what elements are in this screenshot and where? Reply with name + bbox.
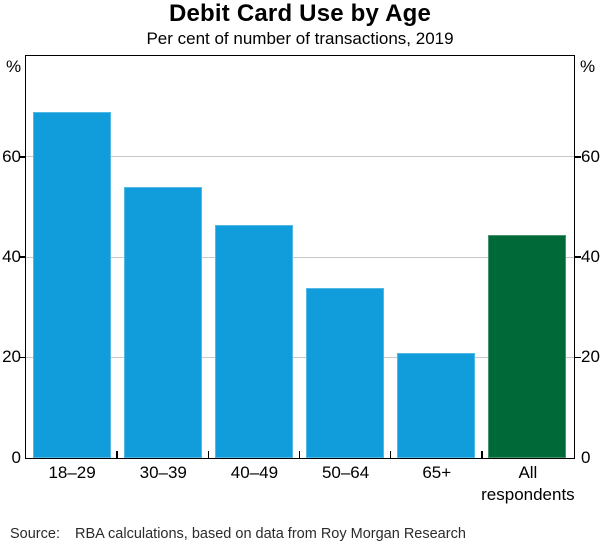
x-axis-label-30-39: 30–39 [139,463,187,482]
x-axis-label-18-29: 18–29 [48,463,96,482]
bar-18-29 [32,112,111,458]
chart-title: Debit Card Use by Age [168,0,432,27]
source-label: Source: [10,526,60,542]
bars-layer [26,56,574,458]
x-axis-label-65-: 65+ [422,463,452,482]
chart-subtitle: Per cent of number of transactions, 2019 [146,29,454,48]
y-tick-right-40 [575,256,581,258]
y-axis-label-left-60: 60 [2,146,21,166]
y-tick-right-60 [575,156,581,158]
x-boundary-tick-1 [116,451,118,458]
x-axis-label-50-64: 50–64 [321,463,370,482]
plot-frame [25,55,575,459]
y-axis-unit-left: % [6,57,22,76]
source-text: RBA calculations, based on data from Roy… [74,526,466,542]
y-axis-label-left-40: 40 [2,247,21,266]
y-axis-label-right-20: 20 [581,347,600,367]
bar-50-64 [306,287,385,458]
x-boundary-tick-2 [207,451,210,458]
gridline-60 [26,156,574,158]
bar-30-39 [123,187,202,458]
x-boundary-tick-5 [481,451,483,458]
bar-65- [397,352,476,458]
y-axis-label-right-60: 60 [581,146,600,166]
x-axis-label-40-49: 40–49 [230,463,279,482]
grid-layer [26,56,574,458]
x-boundary-tick-4 [389,451,392,458]
y-axis-label-right-0: 0 [581,447,591,467]
gridline-20 [26,356,574,358]
gridline-40 [26,256,574,258]
y-axis-unit-right: % [580,57,596,76]
x-axis-label-all: All respondents [481,463,575,504]
source-line: Source: RBA calculations, based on data f… [10,526,466,542]
y-axis-label-right-40: 40 [581,247,600,266]
y-axis-label-left-20: 20 [2,347,21,367]
y-tick-left-20 [19,356,25,358]
bar-all [488,234,567,458]
bar-40-49 [214,224,293,458]
x-boundary-tick-3 [298,451,301,458]
y-tick-right-20 [575,356,581,358]
y-tick-left-40 [19,256,25,258]
y-tick-left-60 [19,156,25,158]
y-axis-label-left-0: 0 [11,447,21,467]
